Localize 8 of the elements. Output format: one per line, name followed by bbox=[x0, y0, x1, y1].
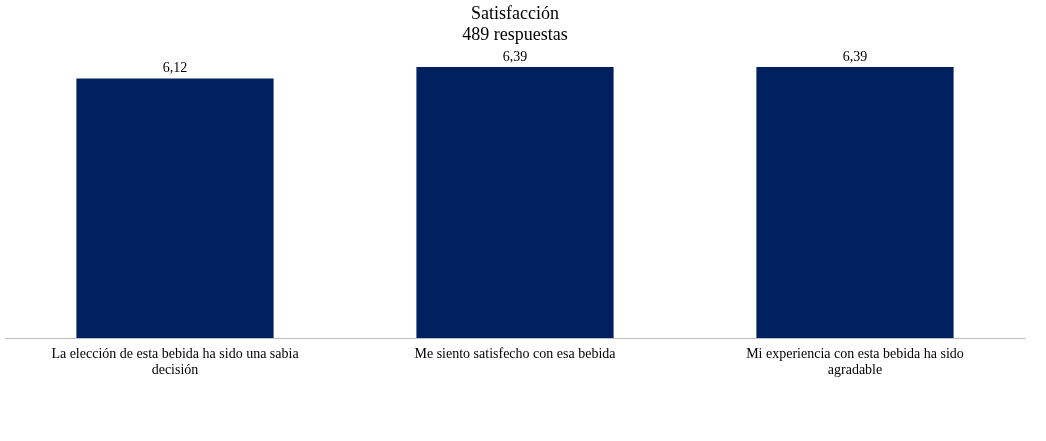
data-label: 6,39 bbox=[842, 48, 868, 64]
x-tick-label: Mi experiencia con esta bebida ha sido agradable bbox=[746, 345, 964, 377]
data-label: 6,12 bbox=[162, 60, 188, 76]
x-tick-label: La elección de esta bebida ha sido una sabia decisión bbox=[51, 345, 300, 377]
data-label: 6,39 bbox=[502, 48, 528, 64]
chart-title: Satisfacción bbox=[471, 3, 559, 23]
x-tick-label: Me siento satisfecho con esa bebida bbox=[414, 345, 617, 361]
chart-subtitle: 489 respuestas bbox=[462, 24, 568, 44]
